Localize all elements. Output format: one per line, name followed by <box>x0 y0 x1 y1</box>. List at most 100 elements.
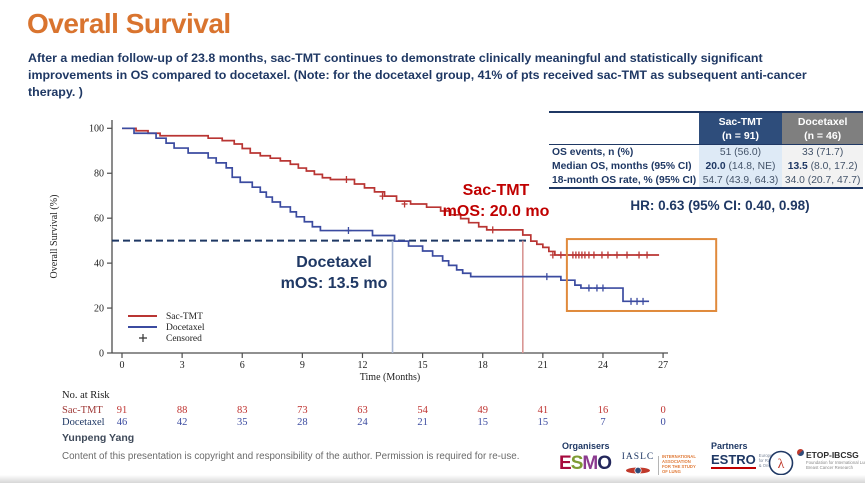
doc-annotation-line2: mOS: 13.5 mo <box>280 275 388 292</box>
svg-text:21: 21 <box>538 360 548 371</box>
iaslc-emblem-icon <box>626 466 650 475</box>
slide-subtitle: After a median follow-up of 23.8 months,… <box>28 51 807 99</box>
highlight-box <box>565 238 718 312</box>
median-reference-lines <box>112 239 530 353</box>
svg-text:3: 3 <box>180 360 185 371</box>
doc-header-name: Docetaxel <box>797 115 848 128</box>
author-name: Yunpeng Yang <box>62 432 135 444</box>
svg-text:28: 28 <box>297 417 308 428</box>
no-at-risk-table: No. at Risk Sac-TMT 91 88 83 73 63 54 49 41 16 0 Doc… <box>62 390 666 428</box>
svg-text:Docetaxel: Docetaxel <box>62 417 105 428</box>
partner-circle-logo: λ <box>768 450 794 476</box>
median-os-sac: 20.0 (14.8, NE) <box>698 159 783 173</box>
svg-text:83: 83 <box>237 405 248 416</box>
svg-text:24: 24 <box>598 360 608 371</box>
iaslc-name: IASLC <box>621 452 655 462</box>
row-label-os-events: OS events, n (%) <box>552 146 634 158</box>
table-row: OS events, n (%) 51 (56.0) 33 (71.7) <box>549 145 863 159</box>
x-axis-title: Time (Months) <box>360 372 420 383</box>
value: 54.7 (43.9, 64.3) <box>702 174 779 186</box>
plot-axes: 0 20 40 60 80 100 0 3 6 9 12 15 18 21 24 27 Time (Months… <box>49 120 668 383</box>
table-row: Median OS, months (95% CI) 20.0 (14.8, N… <box>549 159 863 173</box>
os-events-doc: 33 (71.7) <box>782 145 863 159</box>
svg-text:6: 6 <box>240 360 245 371</box>
svg-text:Sac-TMT: Sac-TMT <box>166 312 203 322</box>
svg-text:63: 63 <box>357 405 368 416</box>
svg-text:12: 12 <box>357 360 367 371</box>
etop-name: ETOP-IBCSG <box>806 450 859 460</box>
svg-text:80: 80 <box>94 169 104 180</box>
svg-text:40: 40 <box>94 258 104 269</box>
os-table-header-spacer <box>549 113 699 144</box>
svg-text:24: 24 <box>357 417 368 428</box>
esmo-logo: ESMO <box>559 453 612 475</box>
os-table-header-row: Sac-TMT (n = 91) Docetaxel (n = 46) <box>549 113 863 145</box>
svg-text:0: 0 <box>120 360 125 371</box>
svg-text:46: 46 <box>117 417 128 428</box>
svg-text:27: 27 <box>658 360 668 371</box>
svg-text:Sac-TMT: Sac-TMT <box>62 405 103 416</box>
svg-text:0: 0 <box>660 417 665 428</box>
doc-header-n: (n = 46) <box>804 129 842 142</box>
partner-circle-glyph: λ <box>778 457 785 472</box>
copyright-notice: Content of this presentation is copyrigh… <box>62 451 520 462</box>
esmo-letter: E <box>559 453 572 474</box>
svg-text:88: 88 <box>177 405 188 416</box>
value-bold: 20.0 <box>705 160 726 172</box>
esmo-letter: S <box>570 453 584 474</box>
no-at-risk-title: No. at Risk <box>62 390 110 401</box>
os-results-table: Sac-TMT (n = 91) Docetaxel (n = 46) OS e… <box>549 111 863 189</box>
svg-text:7: 7 <box>600 417 605 428</box>
svg-text:20: 20 <box>94 303 104 314</box>
etop-wordmark: ETOP-IBCSG <box>797 448 865 460</box>
y-axis-title: Overall Survival (%) <box>49 195 60 279</box>
value: (14.8, NE) <box>725 160 776 172</box>
sac-tmt-median-annotation: Sac-TMT mOS: 20.0 mo <box>420 180 572 222</box>
sac-header-name: Sac-TMT <box>718 115 763 128</box>
svg-text:21: 21 <box>417 417 428 428</box>
svg-text:73: 73 <box>297 405 308 416</box>
svg-text:91: 91 <box>117 405 128 416</box>
sac-header-n: (n = 91) <box>721 129 759 142</box>
value: 34.0 (20.7, 47.7) <box>784 174 861 186</box>
estro-name: ESTRO <box>711 452 756 469</box>
svg-text:18: 18 <box>478 360 488 371</box>
os-table-header-doc: Docetaxel (n = 46) <box>782 113 863 144</box>
os-events-sac: 51 (56.0) <box>698 145 783 159</box>
value-bold: 13.5 <box>787 160 808 172</box>
bottom-edge-strip <box>0 475 865 483</box>
svg-text:0: 0 <box>99 348 104 359</box>
svg-text:Docetaxel: Docetaxel <box>166 323 205 333</box>
row-label-median-os: Median OS, months (95% CI) <box>552 160 692 172</box>
svg-text:15: 15 <box>477 417 488 428</box>
page-title: Overall Survival <box>27 8 231 39</box>
os-table-header-sac: Sac-TMT (n = 91) <box>698 113 783 144</box>
sac-annotation-line1: Sac-TMT <box>462 182 530 199</box>
median-os-doc: 13.5 (8.0, 17.2) <box>782 159 863 173</box>
value: 33 (71.7) <box>802 146 844 158</box>
value: (8.0, 17.2) <box>807 160 858 172</box>
svg-text:Censored: Censored <box>166 334 202 344</box>
docetaxel-curve <box>122 127 650 303</box>
logo-divider <box>658 456 659 476</box>
value: 51 (56.0) <box>719 146 762 158</box>
partners-label: Partners <box>711 441 748 451</box>
row-label-18mo-os: 18-month OS rate, % (95% CI) <box>552 174 697 186</box>
svg-text:60: 60 <box>94 213 104 224</box>
organisers-label: Organisers <box>562 441 610 451</box>
os-rate-doc: 34.0 (20.7, 47.7) <box>782 173 863 187</box>
svg-text:16: 16 <box>598 405 609 416</box>
sac-tmt-curve <box>122 127 660 256</box>
sac-annotation-line2: mOS: 20.0 mo <box>442 203 550 220</box>
table-row: 18-month OS rate, % (95% CI) 54.7 (43.9,… <box>549 173 863 187</box>
iaslc-wordmark: IASLC <box>621 452 655 480</box>
etop-ibcsg-logo: ETOP-IBCSG Foundation for International … <box>797 448 865 470</box>
svg-text:15: 15 <box>418 360 428 371</box>
etop-sphere-icon <box>797 448 804 456</box>
doc-annotation-line1: Docetaxel <box>296 254 372 271</box>
esmo-letter: O <box>597 453 612 474</box>
docetaxel-censor-marks <box>345 227 647 305</box>
svg-text:35: 35 <box>237 417 248 428</box>
